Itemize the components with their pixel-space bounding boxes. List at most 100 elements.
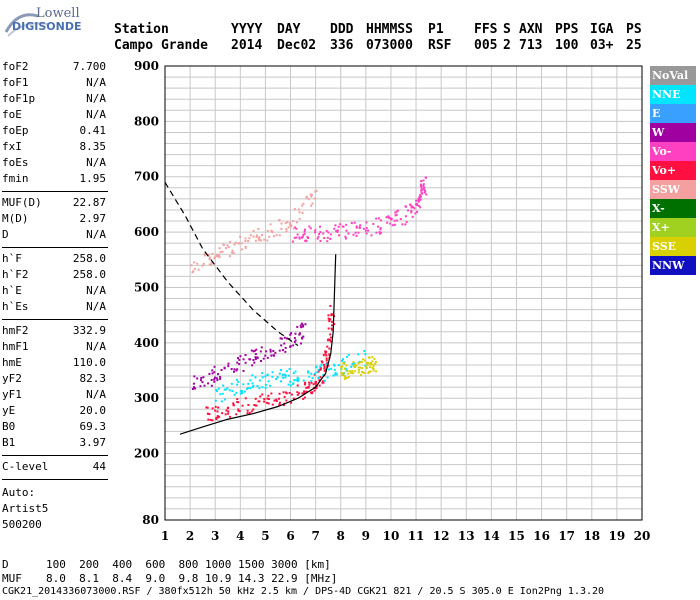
header-label: P1 — [428, 22, 444, 37]
echo-point — [425, 193, 428, 196]
echo-point — [321, 381, 324, 384]
echo-point — [301, 336, 304, 339]
echo-point — [357, 231, 360, 234]
echo-point — [222, 243, 225, 246]
echo-point — [422, 188, 425, 191]
echo-point — [357, 369, 360, 372]
echo-point — [303, 391, 306, 394]
x-tick-label: 12 — [433, 529, 450, 543]
echo-point — [414, 212, 417, 215]
echo-point — [290, 401, 293, 404]
echo-point — [367, 229, 370, 232]
echo-point — [206, 406, 209, 409]
param-row: hmF1 N/A — [2, 340, 106, 356]
separator — [2, 247, 108, 248]
echo-point — [296, 378, 299, 381]
param-row: yF2 82.3 — [2, 372, 106, 388]
echo-point — [305, 386, 308, 389]
echo-point — [227, 410, 230, 413]
echo-point — [201, 264, 204, 267]
echo-point — [208, 258, 211, 261]
echo-point — [199, 385, 202, 388]
param-row: M(D) 2.97 — [2, 212, 106, 228]
echo-point — [251, 364, 254, 367]
x-tick-label: 3 — [211, 529, 219, 543]
echo-point — [214, 405, 217, 408]
echo-point — [259, 395, 262, 398]
echo-point — [270, 229, 273, 232]
x-tick-label: 4 — [236, 529, 244, 543]
echo-point — [310, 381, 313, 384]
echo-point — [298, 237, 301, 240]
echo-point — [353, 370, 356, 373]
echo-point — [345, 223, 348, 226]
echo-point — [208, 263, 211, 266]
echo-point — [303, 230, 306, 233]
param-name: yE — [2, 404, 16, 417]
y-tick-label: 80 — [142, 513, 159, 527]
echo-point — [252, 235, 255, 238]
echo-point — [214, 376, 217, 379]
echo-point — [359, 224, 362, 227]
echo-point — [388, 216, 391, 219]
header-label: PS — [626, 22, 642, 37]
echo-point — [240, 242, 243, 245]
echo-point — [283, 373, 286, 376]
echo-point — [277, 397, 280, 400]
echo-point — [314, 231, 317, 234]
echo-point — [330, 327, 333, 330]
param-row: C-level 44 — [2, 460, 106, 476]
echo-point — [191, 388, 194, 391]
echo-point — [272, 350, 275, 353]
echo-point — [283, 395, 286, 398]
echo-point — [327, 338, 330, 341]
echo-point — [336, 229, 339, 232]
echo-point — [302, 379, 305, 382]
echo-point — [278, 403, 281, 406]
echo-point — [294, 226, 297, 229]
echo-point — [244, 240, 247, 243]
echo-point — [423, 191, 426, 194]
echo-point — [371, 366, 374, 369]
echo-point — [314, 229, 317, 232]
param-value: N/A — [86, 300, 106, 313]
echo-point — [285, 230, 288, 233]
header-value: Dec02 — [277, 38, 317, 53]
echo-point — [289, 345, 292, 348]
echo-point — [306, 236, 309, 239]
echo-point — [202, 262, 205, 265]
echo-point — [216, 255, 219, 258]
echo-point — [285, 399, 288, 402]
param-value: N/A — [86, 284, 106, 297]
y-tick-label: 500 — [134, 280, 159, 294]
echo-point — [229, 240, 232, 243]
echo-point — [419, 194, 422, 197]
echo-point — [284, 350, 287, 353]
echo-point — [330, 313, 333, 316]
echo-point — [266, 397, 269, 400]
echo-point — [203, 254, 206, 257]
echo-point — [203, 384, 206, 387]
header-value: 100 — [555, 38, 579, 53]
echo-point — [216, 416, 219, 419]
y-tick-label: 800 — [134, 114, 159, 128]
echo-point — [290, 393, 293, 396]
echo-point — [319, 376, 322, 379]
echo-point — [254, 357, 257, 360]
echo-point — [278, 401, 281, 404]
param-name: foEp — [2, 124, 29, 137]
echo-point — [306, 235, 309, 238]
echo-point — [315, 189, 318, 192]
x-tick-label: 1 — [161, 529, 169, 543]
header-label: IGA — [590, 22, 614, 37]
echo-point — [311, 202, 314, 205]
echo-point — [286, 221, 289, 224]
echo-point — [319, 366, 322, 369]
echo-point — [257, 227, 260, 230]
echo-point — [288, 222, 291, 225]
echo-point — [250, 410, 253, 413]
echo-point — [255, 348, 258, 351]
echo-point — [355, 226, 358, 229]
echo-point — [367, 372, 370, 375]
echo-point — [330, 367, 333, 370]
